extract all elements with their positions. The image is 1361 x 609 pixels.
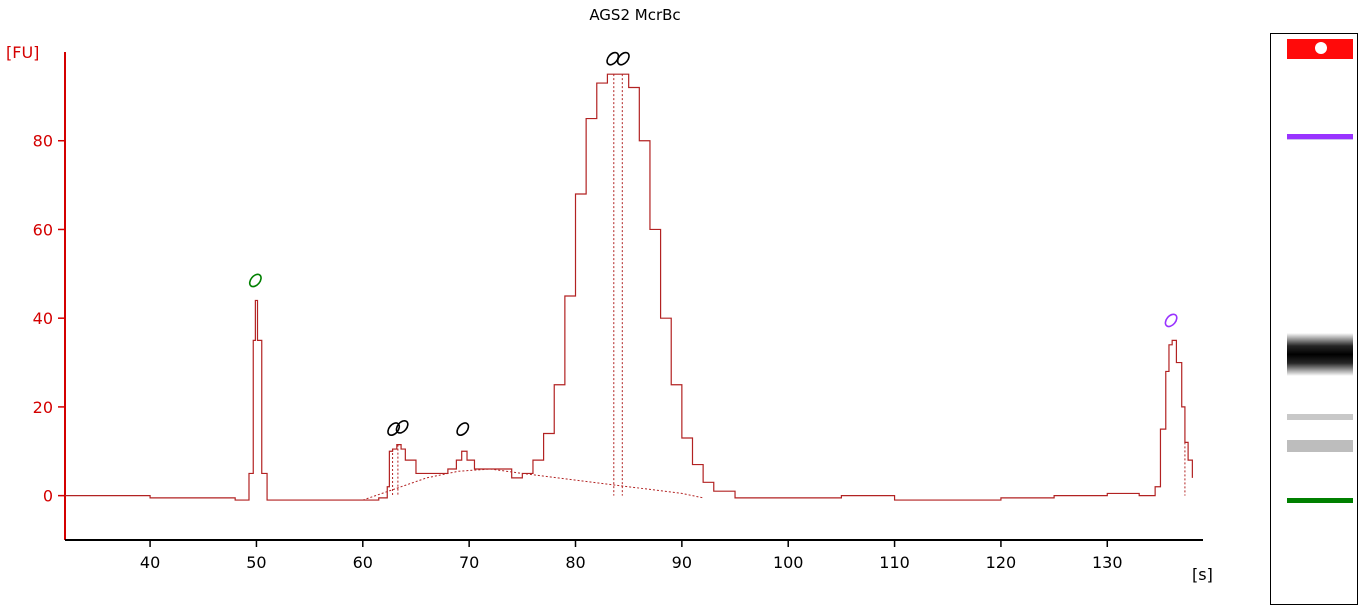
y-tick-label: 80 (33, 132, 53, 151)
peak-peak-marker-icon (616, 51, 630, 66)
peak-peak-marker-icon (456, 422, 470, 436)
y-tick-label: 0 (43, 487, 53, 506)
x-tick-label: 130 (1092, 553, 1123, 572)
gel-lane (1270, 33, 1358, 605)
gel-top-marker-icon (1315, 42, 1327, 54)
marker-layer (248, 51, 1178, 436)
x-tick-label: 90 (672, 553, 692, 572)
gel-band (1287, 497, 1353, 503)
x-tick-label: 110 (879, 553, 910, 572)
gel-band (1287, 440, 1353, 452)
x-axis-ticks: 40 50 60 70 80 90 100 110 120 130 (140, 540, 1123, 572)
gel-band (1287, 332, 1353, 376)
y-tick-label: 60 (33, 220, 53, 239)
axes (64, 52, 1203, 541)
x-tick-label: 120 (986, 553, 1017, 572)
x-tick-label: 50 (246, 553, 266, 572)
x-tick-label: 100 (773, 553, 804, 572)
y-axis-ticks: 0 20 40 60 80 (33, 132, 65, 506)
upper-peak-marker-icon (1164, 313, 1178, 328)
electropherogram-chart: AGS2 McrBc [FU] [s] 0 20 40 60 80 40 50 60 70 80… (6, 6, 1213, 584)
y-axis-label: [FU] (6, 43, 39, 62)
signal-trace (65, 73, 1193, 501)
peak-peak-marker-icon (606, 51, 620, 66)
peak-line-layer (392, 74, 1186, 496)
x-tick-label: 40 (140, 553, 160, 572)
peak-peak-marker-icon (395, 419, 409, 434)
y-tick-label: 40 (33, 309, 53, 328)
x-tick-label: 60 (353, 553, 373, 572)
gel-band (1287, 414, 1353, 421)
y-tick-label: 20 (33, 398, 53, 417)
x-tick-label: 80 (565, 553, 585, 572)
chart-title: AGS2 McrBc (589, 6, 680, 24)
baseline-layer (362, 468, 704, 501)
x-tick-label: 70 (459, 553, 479, 572)
lower-peak-marker-icon (248, 273, 262, 288)
x-axis-label: [s] (1192, 565, 1213, 584)
gel-band (1287, 133, 1353, 139)
baseline-curve (362, 468, 704, 501)
trace-layer (65, 73, 1193, 501)
